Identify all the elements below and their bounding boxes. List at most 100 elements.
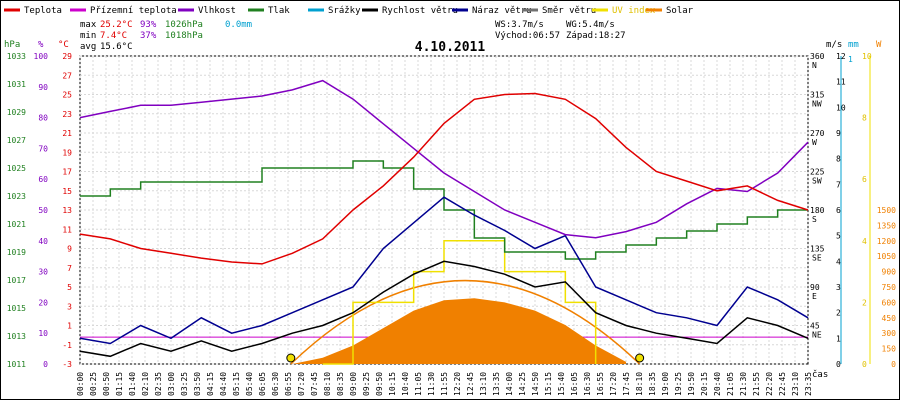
pct-tick-label: 100 <box>34 52 49 61</box>
mm-tick-label: 1 <box>848 55 853 64</box>
x-tick-label: 15:15 <box>544 372 553 396</box>
x-tick-label: 01:40 <box>128 372 137 396</box>
stat-sunset: Západ:18:27 <box>566 31 626 41</box>
x-tick-label: 11:30 <box>427 372 436 396</box>
x-tick-label: 21:30 <box>739 372 748 396</box>
ms-tick-label: 1 <box>836 334 841 343</box>
pct-tick-label: 10 <box>38 329 48 338</box>
stats-block: max 25.2°C 93% 1026hPa min 7.4°C 37% 101… <box>80 20 626 52</box>
series-gust-line <box>79 196 809 345</box>
watt-tick-label: 1500 <box>877 206 896 215</box>
x-tick-label: 09:50 <box>375 372 384 396</box>
sunrise-marker <box>286 353 296 363</box>
dir-card-label: W <box>812 138 817 147</box>
axis-unit-watt: W <box>876 40 882 50</box>
axis-unit-pct: % <box>38 40 44 50</box>
hpa-tick-label: 1011 <box>7 360 26 369</box>
legend-label-1: Přízemní teplota <box>90 6 177 16</box>
ms-tick-label: 9 <box>836 129 841 138</box>
stat-min-press: 1018hPa <box>165 31 203 41</box>
temp-tick-label: 19 <box>62 148 72 157</box>
dir-card-label: NE <box>812 331 822 340</box>
x-tick-label: 19:00 <box>661 372 670 396</box>
x-tick-label: 07:45 <box>310 372 319 396</box>
dir-tick-label: 360 <box>810 52 825 61</box>
legend-label-5: Rychlost větru <box>382 6 458 16</box>
x-tick-label: 17:20 <box>609 372 618 396</box>
temp-tick-label: 29 <box>62 52 72 61</box>
temp-tick-label: 27 <box>62 71 72 80</box>
hpa-tick-label: 1019 <box>7 248 26 257</box>
watt-tick-label: 600 <box>882 298 897 307</box>
watt-tick-label: 0 <box>891 360 896 369</box>
legend-label-6: Náraz větru <box>472 6 532 16</box>
x-tick-label: 09:00 <box>349 372 358 396</box>
temp-tick-label: 3 <box>67 302 72 311</box>
x-tick-label: 20:40 <box>713 372 722 396</box>
watt-tick-label: 1200 <box>877 237 896 246</box>
ms-tick-label: 3 <box>836 283 841 292</box>
x-tick-label: 18:10 <box>635 372 644 396</box>
ms-tick-label: 2 <box>836 309 841 318</box>
legend-label-8: UV index <box>612 6 656 16</box>
x-tick-label: 14:00 <box>505 372 514 396</box>
x-tick-label: 06:05 <box>258 372 267 396</box>
pct-tick-label: 90 <box>38 83 48 92</box>
pct-tick-label: 20 <box>38 298 48 307</box>
stat-avg-temp: 15.6°C <box>100 42 133 52</box>
dir-card-label: E <box>812 292 817 301</box>
uv-tick-label: 8 <box>862 114 867 123</box>
temp-tick-label: 5 <box>67 283 72 292</box>
hpa-tick-label: 1025 <box>7 164 26 173</box>
temp-tick-label: -1 <box>62 341 72 350</box>
temp-tick-label: 9 <box>67 245 72 254</box>
dir-card-label: SW <box>812 177 822 186</box>
temp-tick-label: 11 <box>62 225 72 234</box>
x-tick-label: 22:45 <box>778 372 787 396</box>
x-tick-label: 17:45 <box>622 372 631 396</box>
x-tick-label: 03:50 <box>193 372 202 396</box>
x-tick-label: 09:25 <box>362 372 371 396</box>
series-wind-line <box>79 260 809 358</box>
ms-tick-label: 7 <box>836 180 841 189</box>
x-tick-label: 13:35 <box>492 372 501 396</box>
legend-label-7: Směr větru <box>542 6 596 16</box>
legend: Teplota Přízemní teplota Vlhkost Tlak Srážky… <box>4 6 694 16</box>
legend-label-4: Srážky <box>328 6 361 16</box>
ms-tick-label: 4 <box>836 257 841 266</box>
x-tick-label: 02:10 <box>141 372 150 396</box>
x-tick-label: 19:25 <box>674 372 683 396</box>
x-axis: 00:00 00:25 00:50 01:15 01:40 02:10 02:35 03:00… <box>76 372 813 396</box>
hpa-tick-label: 1023 <box>7 192 26 201</box>
temp-tick-label: 15 <box>62 187 72 196</box>
axes: 1033103110291027102510231021101910171015… <box>7 52 896 369</box>
legend-label-0: Teplota <box>24 6 62 16</box>
watt-tick-label: 450 <box>882 314 897 323</box>
x-tick-label: 18:35 <box>648 372 657 396</box>
x-tick-label: 06:30 <box>271 372 280 396</box>
x-tick-label: 00:25 <box>89 372 98 396</box>
dir-tick-label: 135 <box>810 245 825 254</box>
x-tick-label: 16:05 <box>570 372 579 396</box>
dir-card-label: S <box>812 215 817 224</box>
x-tick-label: 10:40 <box>401 372 410 396</box>
dir-tick-label: 180 <box>810 206 825 215</box>
dir-card-label: NW <box>812 100 822 109</box>
x-tick-label: 08:35 <box>336 372 345 396</box>
watt-tick-label: 900 <box>882 268 897 277</box>
x-tick-label: 20:15 <box>700 372 709 396</box>
x-tick-label: 11:55 <box>440 372 449 396</box>
x-tick-label: 16:30 <box>583 372 592 396</box>
dir-tick-label: 270 <box>810 129 825 138</box>
x-tick-label: 03:00 <box>167 372 176 396</box>
temp-tick-label: 17 <box>62 168 72 177</box>
dir-tick-label: 315 <box>810 91 825 100</box>
dir-card-label: N <box>812 61 817 70</box>
pct-tick-label: 80 <box>38 114 48 123</box>
x-tick-label: 23:35 <box>804 372 813 396</box>
pct-tick-label: 40 <box>38 237 48 246</box>
x-tick-label: 21:55 <box>752 372 761 396</box>
series-humidity-line <box>79 79 809 239</box>
temp-tick-label: -3 <box>62 360 72 369</box>
x-tick-label: 01:15 <box>115 372 124 396</box>
